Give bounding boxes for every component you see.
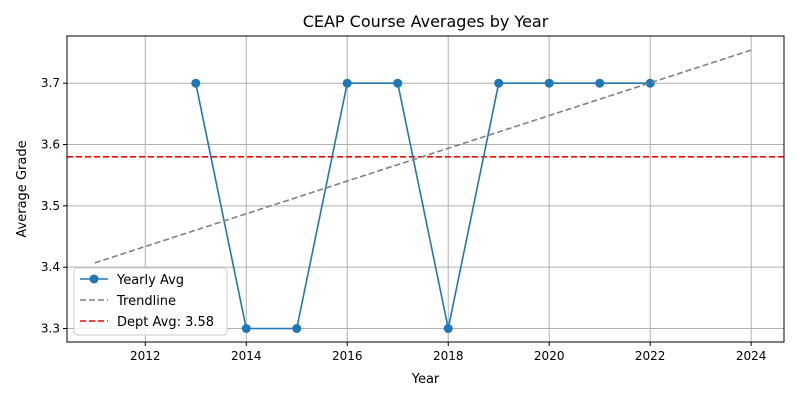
y-axis-label: Average Grade — [15, 140, 30, 237]
data-point — [544, 78, 554, 88]
data-point — [393, 78, 403, 88]
x-tick-label: 2022 — [635, 349, 666, 363]
x-axis-ticks: 2012 2014 2016 2018 2020 2022 2024 — [130, 342, 766, 363]
legend-marker — [89, 274, 99, 284]
data-point — [494, 78, 504, 88]
data-point — [342, 78, 352, 88]
data-point — [292, 324, 302, 334]
legend: Yearly Avg Trendline Dept Avg: 3.58 — [73, 267, 228, 336]
y-tick-label: 3.5 — [41, 199, 60, 213]
series-layer — [94, 49, 752, 334]
data-point — [645, 78, 655, 88]
x-tick-label: 2012 — [130, 349, 161, 363]
data-point — [443, 324, 453, 334]
legend-label: Dept Avg: 3.58 — [117, 315, 214, 330]
y-tick-label: 3.3 — [41, 322, 60, 336]
y-tick-label: 3.7 — [41, 76, 60, 90]
legend-label: Yearly Avg — [116, 273, 184, 288]
yearly-avg-line — [194, 82, 651, 330]
x-tick-label: 2020 — [534, 349, 565, 363]
x-tick-label: 2024 — [736, 349, 767, 363]
legend-box — [73, 267, 228, 336]
trendline — [94, 49, 752, 264]
y-tick-label: 3.4 — [41, 260, 60, 274]
data-point — [191, 78, 201, 88]
x-tick-label: 2018 — [433, 349, 464, 363]
data-point — [595, 78, 605, 88]
x-tick-label: 2014 — [231, 349, 262, 363]
plot-frame — [66, 35, 785, 343]
data-point — [241, 324, 251, 334]
x-axis-label: Year — [411, 372, 440, 387]
legend-label: Trendline — [116, 294, 176, 309]
y-axis-ticks: 3.3 3.4 3.5 3.6 3.7 — [41, 76, 67, 336]
y-tick-label: 3.6 — [41, 138, 60, 152]
x-tick-label: 2016 — [332, 349, 363, 363]
chart-title: CEAP Course Averages by Year — [303, 12, 549, 31]
